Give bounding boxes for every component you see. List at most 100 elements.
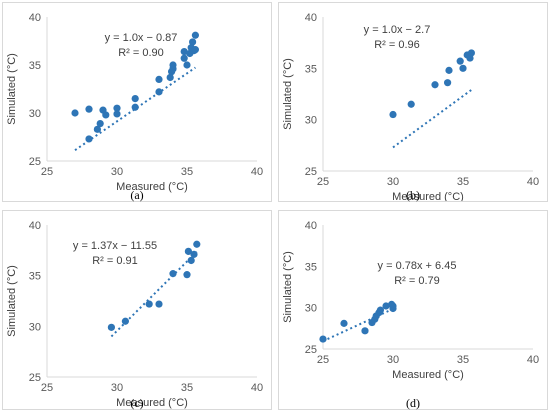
data-point xyxy=(444,79,452,87)
data-point xyxy=(85,105,93,113)
caption-panel-b: (b) xyxy=(406,188,420,202)
x-tick-label: 40 xyxy=(251,166,263,178)
y-tick-label: 40 xyxy=(29,220,41,232)
data-point xyxy=(169,65,177,73)
data-point xyxy=(191,46,199,54)
data-point xyxy=(445,66,453,74)
x-tick-label: 30 xyxy=(387,354,399,366)
data-point xyxy=(107,323,115,331)
y-tick-label: 40 xyxy=(305,12,317,24)
x-tick-label: 35 xyxy=(181,166,193,178)
data-point xyxy=(193,240,201,248)
data-point xyxy=(187,256,195,265)
chart-b-svg: 25 30 35 40 25 30 35 40 Measured (°C) Simulated (… xyxy=(282,12,539,201)
data-point xyxy=(71,109,79,117)
trend-equation: y = 1.37x − 11.55 xyxy=(73,240,157,252)
x-tick-label: 40 xyxy=(251,382,263,394)
data-point xyxy=(102,111,110,119)
x-axis-title: Measured (°C) xyxy=(116,397,188,409)
r-squared-label: R² = 0.79 xyxy=(394,275,440,287)
data-point xyxy=(131,103,139,111)
data-point xyxy=(121,317,129,325)
data-point xyxy=(183,271,191,279)
data-point xyxy=(376,306,384,314)
trendline xyxy=(74,66,196,151)
y-axis-title: Simulated (°C) xyxy=(6,53,18,125)
data-point xyxy=(467,49,475,57)
x-tick-label: 35 xyxy=(457,176,469,188)
data-point xyxy=(93,125,101,133)
data-point xyxy=(184,247,192,255)
data-point xyxy=(382,302,390,310)
trendline xyxy=(392,89,472,149)
chart-panel-b: 25 30 35 40 25 30 35 40 Measured (°C) Simulated (… xyxy=(278,2,548,202)
data-point xyxy=(166,73,174,82)
data-point xyxy=(388,300,396,308)
data-point xyxy=(145,300,153,308)
x-tick-label: 30 xyxy=(111,382,123,394)
data-point xyxy=(113,110,121,118)
y-tick-label: 25 xyxy=(305,344,317,356)
y-tick-label: 30 xyxy=(305,115,317,127)
data-point xyxy=(85,135,93,143)
chart-d-svg: 25 30 35 40 25 30 35 40 Measured (°C) Simulated (… xyxy=(282,220,539,381)
chart-c-svg: 25 30 35 40 25 30 35 40 Measured (°C) Simulated (… xyxy=(6,220,263,409)
y-tick-label: 40 xyxy=(305,220,317,232)
x-tick-label: 25 xyxy=(41,166,53,178)
caption-panel-d: (d) xyxy=(406,396,420,410)
data-point xyxy=(155,300,163,308)
x-tick-label: 35 xyxy=(181,382,193,394)
y-tick-label: 35 xyxy=(305,261,317,273)
y-tick-label: 25 xyxy=(29,372,41,384)
y-tick-label: 30 xyxy=(29,321,41,333)
x-tick-label: 25 xyxy=(41,382,53,394)
data-point xyxy=(456,57,464,65)
x-tick-label: 30 xyxy=(387,176,399,188)
y-tick-label: 25 xyxy=(29,156,41,168)
data-point xyxy=(180,54,188,62)
data-point xyxy=(183,61,191,69)
data-point xyxy=(180,47,188,56)
data-point xyxy=(190,250,198,258)
caption-panel-a: (a) xyxy=(130,188,144,202)
x-axis-title: Measured (°C) xyxy=(116,181,188,193)
x-tick-label: 25 xyxy=(317,176,329,188)
data-point xyxy=(169,270,177,278)
x-tick-label: 30 xyxy=(111,166,123,178)
data-point xyxy=(131,95,139,103)
trend-equation: y = 0.78x + 6.45 xyxy=(378,260,457,272)
y-axis-title: Simulated (°C) xyxy=(6,265,18,337)
data-point xyxy=(431,81,439,89)
data-point xyxy=(407,100,415,108)
caption-panel-c: (c) xyxy=(130,396,144,410)
r-squared-label: R² = 0.90 xyxy=(118,47,164,59)
r-squared-label: R² = 0.96 xyxy=(374,39,420,51)
x-axis-title: Measured (°C) xyxy=(392,369,464,381)
chart-panel-d: 25 30 35 40 25 30 35 40 Measured (°C) Simulated (… xyxy=(278,210,548,410)
data-point xyxy=(340,319,348,327)
data-point xyxy=(319,335,327,343)
y-tick-label: 30 xyxy=(29,108,41,120)
trendline xyxy=(322,307,394,343)
y-axis-title: Simulated (°C) xyxy=(282,251,294,323)
data-point xyxy=(389,110,397,119)
chart-a-svg: 25 30 35 40 25 30 35 40 Measured (°C) Simulated (… xyxy=(6,12,263,193)
data-point xyxy=(191,31,199,39)
data-point xyxy=(155,88,163,96)
y-tick-label: 35 xyxy=(305,63,317,75)
data-point xyxy=(189,38,197,46)
trend-equation: y = 1.0x − 0.87 xyxy=(105,32,178,44)
chart-panel-a: 25 30 35 40 25 30 35 40 Measured (°C) Simulated (… xyxy=(2,2,272,202)
y-tick-label: 40 xyxy=(29,12,41,24)
y-tick-label: 35 xyxy=(29,271,41,283)
data-point xyxy=(361,327,369,335)
x-tick-label: 40 xyxy=(527,354,539,366)
trend-equation: y = 1.0x − 2.7 xyxy=(364,24,431,36)
y-tick-label: 35 xyxy=(29,60,41,72)
r-squared-label: R² = 0.91 xyxy=(92,255,138,267)
chart-panel-c: 25 30 35 40 25 30 35 40 Measured (°C) Simulated (… xyxy=(2,210,272,410)
x-tick-label: 25 xyxy=(317,354,329,366)
x-tick-label: 35 xyxy=(457,354,469,366)
data-point xyxy=(96,119,104,128)
y-axis-title: Simulated (°C) xyxy=(282,58,294,130)
